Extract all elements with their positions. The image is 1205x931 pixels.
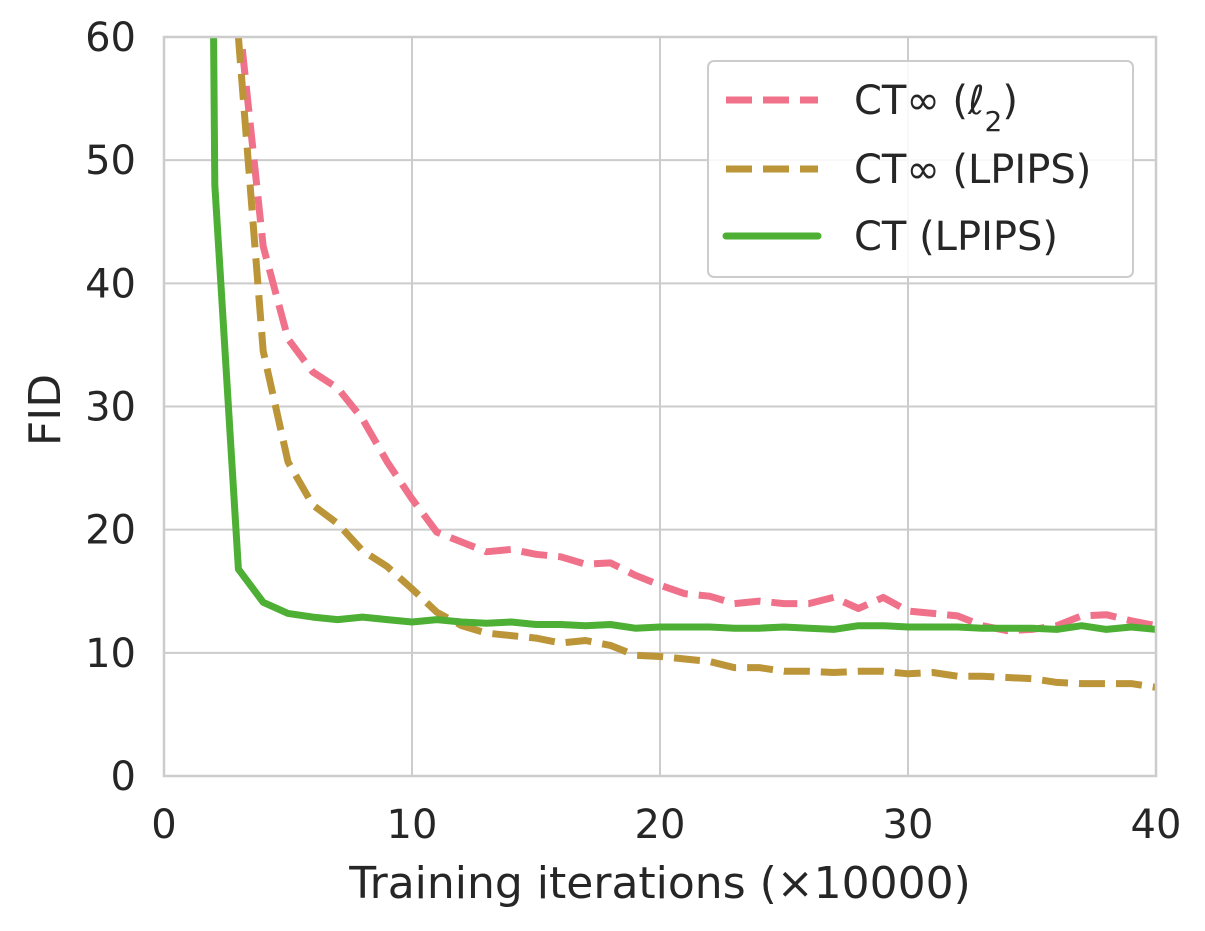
y-tick-label: 0 (111, 754, 136, 800)
plot-frame (162, 35, 1158, 778)
x-tick-label: 20 (635, 802, 686, 848)
y-axis-label: FID (20, 374, 71, 446)
y-tick-label: 60 (85, 15, 136, 61)
x-tick-label: 10 (387, 802, 438, 848)
legend-label-ct-inf-lpips: CT∞ (LPIPS) (854, 147, 1091, 193)
x-tick-label: 40 (1131, 802, 1182, 848)
x-tick-label: 30 (883, 802, 934, 848)
series-line-ct-inf-lpips (234, 37, 1156, 691)
series-line-ct-lpips (210, 37, 1156, 633)
y-tick-label: 40 (85, 261, 136, 307)
x-tick-label: 0 (151, 802, 176, 848)
legend-label-ct-lpips: CT (LPIPS) (854, 214, 1058, 260)
y-tick-label: 30 (85, 385, 136, 431)
y-tick-label: 50 (85, 138, 136, 184)
x-axis-label: Training iterations (×10000) (348, 858, 971, 909)
legend: CT∞ (ℓ2) CT∞ (LPIPS) CT (LPIPS) (707, 60, 1134, 278)
legend-label-ct-inf-l2: CT∞ (ℓ2) (854, 78, 1018, 138)
tick-labels: 0 10 20 30 40 0 10 20 30 40 50 60 (85, 15, 1181, 848)
y-tick-label: 20 (85, 508, 136, 554)
series-lines (210, 37, 1156, 691)
y-tick-label: 10 (85, 631, 136, 677)
legend-box (707, 60, 1134, 278)
